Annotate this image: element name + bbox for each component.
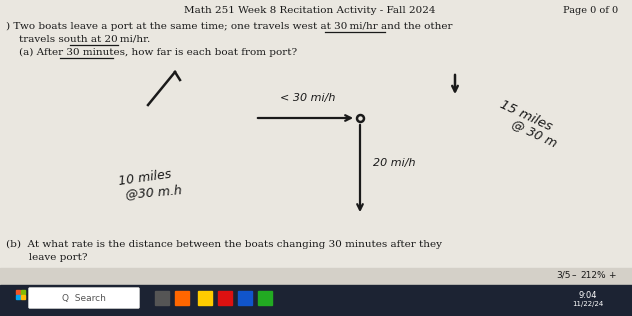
- Bar: [238, 291, 252, 305]
- Text: –: –: [572, 271, 576, 280]
- Text: 3/5: 3/5: [556, 271, 571, 280]
- Text: leave port?: leave port?: [6, 253, 87, 262]
- Text: +: +: [608, 271, 616, 280]
- Text: 10 miles: 10 miles: [118, 168, 173, 188]
- Bar: [175, 291, 189, 305]
- Text: @30 m.h: @30 m.h: [125, 183, 183, 201]
- Text: @ 30 m: @ 30 m: [510, 117, 559, 149]
- Text: 11/22/24: 11/22/24: [573, 301, 604, 307]
- Bar: [0, 285, 632, 316]
- Text: Q  Search: Q Search: [62, 294, 106, 302]
- Text: Page 0 of 0: Page 0 of 0: [563, 6, 618, 15]
- Text: 9:04: 9:04: [579, 291, 597, 300]
- Bar: [16, 295, 20, 299]
- Text: Math 251 Week 8 Recitation Activity - Fall 2024: Math 251 Week 8 Recitation Activity - Fa…: [185, 6, 435, 15]
- Bar: [218, 291, 232, 305]
- Text: 15 miles: 15 miles: [498, 98, 554, 133]
- Text: 20 mi/h: 20 mi/h: [373, 158, 415, 168]
- Bar: [21, 290, 25, 294]
- Text: ) Two boats leave a port at the same time; one travels west at 30 mi/hr and the : ) Two boats leave a port at the same tim…: [6, 22, 453, 31]
- Bar: [16, 290, 20, 294]
- Text: 212%: 212%: [580, 271, 605, 280]
- Bar: [198, 291, 212, 305]
- Bar: [155, 291, 169, 305]
- FancyBboxPatch shape: [28, 288, 140, 308]
- Bar: [0, 268, 632, 284]
- Bar: [21, 295, 25, 299]
- Text: travels south at 20 mi/hr.: travels south at 20 mi/hr.: [6, 35, 150, 44]
- Text: < 30 mi/h: < 30 mi/h: [281, 93, 336, 103]
- Text: (a) After 30 minutes, how far is each boat from port?: (a) After 30 minutes, how far is each bo…: [6, 48, 297, 57]
- Bar: [258, 291, 272, 305]
- Text: (b)  At what rate is the distance between the boats changing 30 minutes after th: (b) At what rate is the distance between…: [6, 240, 442, 249]
